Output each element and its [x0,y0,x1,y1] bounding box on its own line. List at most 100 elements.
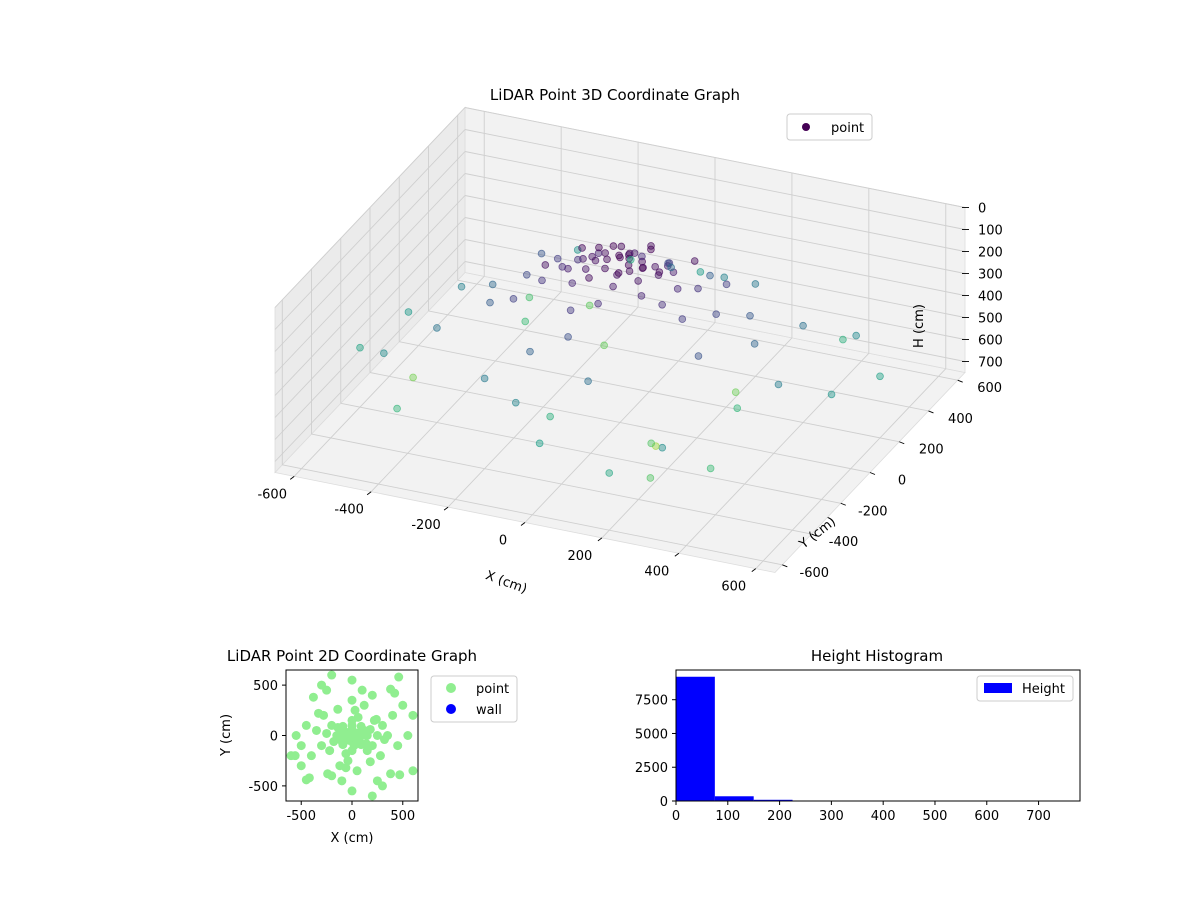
point-3d [626,256,635,264]
grid-z-left [274,151,466,352]
legend-histogram: Height [976,675,1074,702]
legend-label-height: Height [1022,682,1065,697]
point-2d-point [347,675,357,685]
plot-area-histogram [675,669,1081,802]
point-3d [380,349,388,357]
y-tick-label-2d: 0 [270,730,278,745]
x-tick-label-3d: -200 [411,518,441,533]
point-3d [655,268,664,276]
point-3d [535,439,544,448]
point-3d [696,268,705,276]
point-3d [521,317,530,326]
y-tick-label-3d: -200 [858,504,888,519]
y-tick-label-3d: 400 [948,412,973,427]
point-2d-point [353,712,363,722]
grid-z-left [274,129,466,330]
grid-z-left [274,217,466,418]
histogram-bar [753,799,793,801]
x-tick-label-2d: -500 [286,809,316,824]
grid-z-left [274,261,466,462]
point-2d-point [386,769,396,779]
point-3d [525,293,534,302]
point-3d [637,292,646,300]
point-2d-point [395,770,405,780]
grid-z-back [464,173,966,274]
pane-group-3d [274,106,966,573]
point-3d [746,311,754,320]
point-2d-point [377,720,387,730]
x-tick-label-3d: 200 [568,549,593,564]
point-3d [733,404,742,412]
point-3d [457,282,466,291]
point-3d [601,249,609,257]
point-2d-point [317,741,327,751]
y-tick-label-2d: 500 [253,679,278,694]
grid-z-back [464,239,966,340]
point-2d-point [322,728,332,738]
point-2d-point [323,769,333,779]
point-3d [538,276,546,285]
point-3d [839,335,847,344]
point-2d-point [325,746,335,756]
point-2d-point [343,756,353,766]
point-3d [509,295,518,303]
chart-title-2d: LiDAR Point 2D Coordinate Graph [227,647,477,665]
point-3d [651,442,660,450]
point-3d [731,388,740,396]
plot-2d: LiDAR Point 2D Coordinate Graph -500 0 500… [219,647,518,846]
x-tick-label-histogram: 400 [871,809,896,824]
point-2d-point [296,761,306,771]
point-3d [639,263,647,272]
point-3d [564,264,572,273]
grid-y-floor [282,464,783,566]
point-3d [404,308,413,316]
x-axis-label-2d: X (cm) [331,831,374,846]
point-3d [646,474,655,482]
y-tick-3d [928,410,934,414]
point-2d-point [329,737,339,747]
point-3d [706,271,714,280]
y-tick-label-3d: 600 [977,381,1002,396]
y-tick-3d [957,379,963,383]
z-tick-label-3d: 600 [978,334,1003,349]
point-3d [486,298,494,307]
point-2d-point [375,751,385,761]
point-2d-point [357,685,367,695]
point-3d [526,347,534,356]
y-tick-label-2d: -500 [248,780,278,795]
point-3d [584,377,592,385]
point-3d [581,265,590,273]
point-2d-point [388,710,398,720]
z-tick-label-3d: 300 [978,268,1003,283]
point-2d-point [347,695,357,705]
legend-marker-wall-2d [446,704,456,714]
grid-z-back [464,217,966,318]
legend-box-3d [786,113,873,141]
grid-z-left [274,195,466,396]
point-2d-point [341,749,351,759]
point-3d [603,255,611,264]
point-3d [617,242,626,251]
y-tick-3d [869,472,876,475]
x-tick-label-3d: -400 [334,503,364,518]
point-2d-point [311,725,321,735]
point-2d-point [301,720,311,730]
point-3d [614,269,623,277]
point-3d [750,340,759,348]
point-3d [566,306,575,315]
point-3d [558,263,567,271]
point-3d [774,380,783,389]
x-tick-3d [366,491,372,496]
legend-label-point-2d: point [476,682,509,697]
point-3d [511,398,520,407]
point-3d [585,274,593,282]
point-3d [546,412,554,421]
point-3d [578,244,586,252]
point-3d [647,439,656,448]
histogram-bar [676,676,715,801]
point-2d-point [301,775,311,785]
y-tick-label-3d: 0 [898,474,906,489]
x-tick-label-2d: 500 [390,809,415,824]
point-3d [605,469,614,477]
x-tick-label-histogram: 100 [715,809,740,824]
